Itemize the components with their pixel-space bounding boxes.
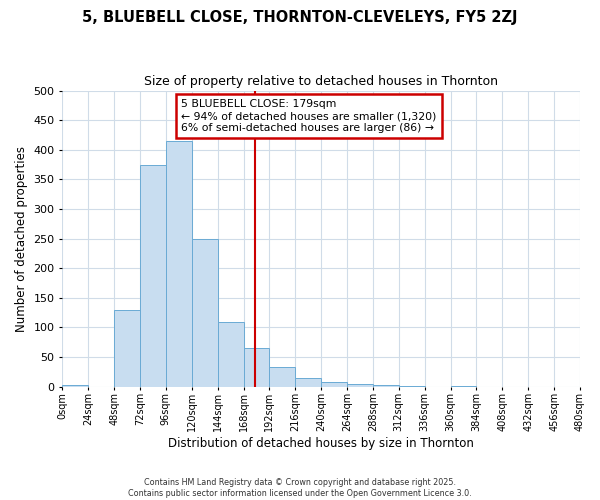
Text: Contains HM Land Registry data © Crown copyright and database right 2025.
Contai: Contains HM Land Registry data © Crown c…	[128, 478, 472, 498]
Text: 5, BLUEBELL CLOSE, THORNTON-CLEVELEYS, FY5 2ZJ: 5, BLUEBELL CLOSE, THORNTON-CLEVELEYS, F…	[82, 10, 518, 25]
Title: Size of property relative to detached houses in Thornton: Size of property relative to detached ho…	[144, 75, 498, 88]
Bar	[218, 322, 244, 386]
Y-axis label: Number of detached properties: Number of detached properties	[15, 146, 28, 332]
X-axis label: Distribution of detached houses by size in Thornton: Distribution of detached houses by size …	[168, 437, 474, 450]
Bar	[321, 382, 347, 386]
Bar	[166, 141, 192, 386]
Bar	[295, 378, 321, 386]
Bar	[140, 164, 166, 386]
Bar	[244, 348, 269, 387]
Bar	[347, 384, 373, 386]
Text: 5 BLUEBELL CLOSE: 179sqm
← 94% of detached houses are smaller (1,320)
6% of semi: 5 BLUEBELL CLOSE: 179sqm ← 94% of detach…	[181, 100, 437, 132]
Bar	[269, 367, 295, 386]
Bar	[192, 238, 218, 386]
Bar	[114, 310, 140, 386]
Bar	[62, 385, 88, 386]
